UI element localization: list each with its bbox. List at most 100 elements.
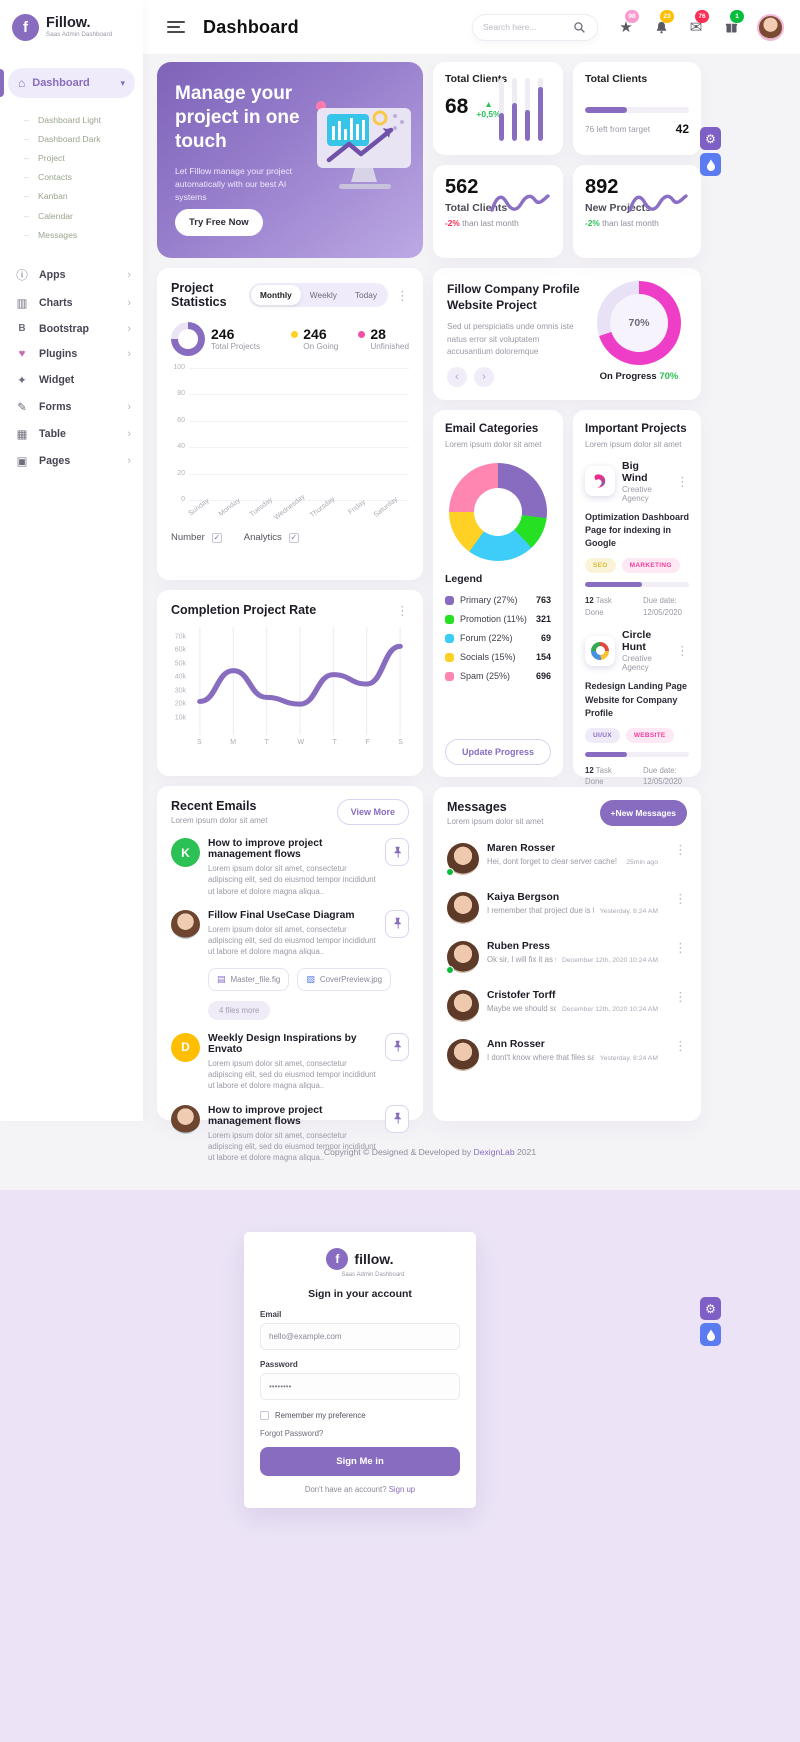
kebab-menu-icon[interactable]: ⋮	[674, 940, 687, 955]
kebab-menu-icon[interactable]: ⋮	[396, 602, 409, 618]
total-projects-value: 246	[211, 325, 235, 342]
total-projects-donut	[171, 322, 205, 356]
user-avatar[interactable]	[757, 13, 784, 41]
sidebar-subitem-kanban[interactable]: – Kanban	[24, 191, 68, 202]
sign-in-button[interactable]: Sign Me in	[260, 1447, 460, 1476]
sidebar-item-widget[interactable]: ✦ Widget	[0, 366, 143, 393]
brand-logo[interactable]: f Fillow. Saas Admin Dashboard	[0, 0, 143, 54]
card-subtitle: Lorem ipsum dolor sit amet	[171, 816, 268, 825]
checkbox-icon: ✓	[288, 532, 299, 543]
number-checkbox[interactable]: Number ✓	[171, 532, 222, 543]
attachment-image[interactable]: ▧ CoverPreview.jpg	[297, 967, 392, 991]
tab-weekly[interactable]: Weekly	[309, 290, 337, 300]
tab-today[interactable]: Today	[354, 290, 377, 300]
email-preview: Lorem ipsum dolor sit amet, consectetur …	[208, 1058, 376, 1091]
search-icon[interactable]	[573, 21, 586, 34]
sidebar-item-bootstrap[interactable]: B Bootstrap ›	[0, 316, 143, 341]
sidebar-item-apps[interactable]: ⓘ Apps ›	[0, 260, 143, 289]
sidebar-item-table[interactable]: ▦ Table ›	[0, 420, 143, 447]
theme-settings-button[interactable]: ⚙	[700, 127, 721, 150]
password-field[interactable]	[260, 1373, 460, 1400]
analytics-checkbox[interactable]: Analytics ✓	[243, 532, 299, 543]
bell-icon	[656, 21, 666, 33]
card-title: Fillow Company Profile Website Project	[447, 282, 580, 313]
progress-gauge: 70%	[597, 281, 681, 365]
legend-swatch-icon	[445, 614, 454, 624]
sidebar-subitem-project[interactable]: – Project	[24, 152, 65, 163]
project-name: Circle Hunt	[622, 629, 652, 654]
chevron-right-icon: ›	[127, 347, 131, 360]
kebab-menu-icon[interactable]: ⋮	[674, 1038, 687, 1053]
sidebar-subitem-calendar[interactable]: – Calendar	[24, 210, 73, 221]
hamburger-menu-icon[interactable]	[167, 21, 185, 33]
card-subtitle: Lorem ipsum dolor sit amet	[445, 439, 542, 449]
arrow-right-icon: ›	[482, 371, 486, 383]
bar-chart-plot	[189, 368, 409, 501]
avatar	[447, 990, 479, 1022]
kebab-menu-icon[interactable]: ⋮	[674, 891, 687, 906]
forms-icon: ✎	[17, 401, 27, 414]
search-input[interactable]	[483, 22, 573, 32]
sidebar-subitem-contacts[interactable]: – Contacts	[24, 172, 72, 183]
project-name: Big Wind	[622, 459, 648, 484]
kebab-menu-icon[interactable]: ⋮	[676, 473, 689, 489]
online-dot-icon	[446, 966, 454, 974]
theme-color-button[interactable]	[700, 153, 721, 176]
stat-cards: Total Clients 68 ▲ +0,5% Total Clients	[433, 62, 701, 258]
message-item: Ruben Press Ok sir, I will fix it as soo…	[446, 940, 687, 974]
attachment-file[interactable]: ▤ Master_file.fig	[208, 967, 290, 991]
sidebar-subitem-dashboard-dark[interactable]: – Dashboard Dark	[24, 133, 101, 144]
mail-button[interactable]: ✉ 76	[686, 10, 709, 37]
gift-icon	[725, 23, 737, 32]
kebab-menu-icon[interactable]: ⋮	[396, 287, 409, 303]
more-files-pill[interactable]: 4 files more	[208, 1000, 271, 1020]
brand-subtitle: Saas Admin Dashboard	[46, 31, 113, 39]
hero-title: Manage your project in one touch	[175, 83, 300, 152]
try-free-button[interactable]: Try Free Now	[175, 209, 263, 236]
sidebar-item-dashboard[interactable]: ⌂ Dashboard ▾	[0, 68, 135, 98]
sidebar-subitem-messages[interactable]: – Messages	[24, 229, 78, 240]
pin-button[interactable]	[385, 909, 409, 938]
theme-settings-button[interactable]: ⚙	[700, 1297, 721, 1320]
project-type: Creative Agency	[622, 654, 652, 673]
email-item: How to improve project management flows …	[171, 1104, 409, 1164]
sidebar-item-plugins[interactable]: ♥ Plugins ›	[0, 341, 143, 366]
sidebar-subitem-dashboard-light[interactable]: – Dashboard Light	[24, 114, 102, 125]
kebab-menu-icon[interactable]: ⋮	[674, 989, 687, 1004]
gear-icon: ⚙	[705, 131, 716, 146]
theme-color-button[interactable]	[700, 1323, 721, 1346]
gifts-button[interactable]: 1	[721, 10, 744, 37]
forgot-password-link[interactable]: Forgot Password?	[260, 1429, 324, 1438]
avatar	[171, 1104, 200, 1134]
next-button[interactable]: ›	[474, 367, 494, 387]
new-messages-button[interactable]: +New Messages	[599, 800, 687, 826]
kebab-menu-icon[interactable]: ⋮	[676, 643, 689, 659]
sidebar-item-charts[interactable]: ▥ Charts ›	[0, 289, 143, 316]
avatar: D	[171, 1032, 200, 1062]
signin-section: f fillow. Saas Admin Dashboard Sign in y…	[0, 1190, 800, 1742]
search-box	[472, 13, 598, 41]
sidebar-item-pages[interactable]: ▣ Pages ›	[0, 447, 143, 474]
pin-button[interactable]	[385, 1032, 409, 1061]
legend-swatch-icon	[445, 671, 454, 681]
project-item: Big Wind Creative Agency ⋮ Optimization …	[585, 460, 689, 619]
favorites-button[interactable]: ★ 98	[616, 10, 639, 37]
card-title: Project Statistics	[171, 281, 227, 309]
pin-button[interactable]	[385, 838, 409, 866]
prev-button[interactable]: ‹	[447, 367, 467, 387]
email-field[interactable]	[260, 1323, 460, 1350]
heart-icon: ♥	[18, 347, 26, 360]
remember-checkbox[interactable]: Remember my preference	[260, 1411, 460, 1420]
kebab-menu-icon[interactable]: ⋮	[674, 842, 687, 857]
signup-link[interactable]: Sign up	[388, 1485, 416, 1494]
notifications-button[interactable]: 23	[651, 10, 674, 37]
brand-subtitle: Saas Admin Dashboard	[341, 1272, 405, 1278]
stat-value: 892	[585, 176, 619, 198]
update-progress-button[interactable]: Update Progress	[445, 739, 551, 765]
view-more-button[interactable]: View More	[336, 799, 409, 825]
sidebar-item-forms[interactable]: ✎ Forms ›	[0, 393, 143, 420]
message-time: December 12th, 2020 10:24 AM	[562, 957, 658, 964]
dexignlab-link[interactable]: DexignLab	[473, 1147, 515, 1157]
tab-monthly[interactable]: Monthly	[250, 285, 301, 305]
pin-button[interactable]	[385, 1104, 409, 1133]
